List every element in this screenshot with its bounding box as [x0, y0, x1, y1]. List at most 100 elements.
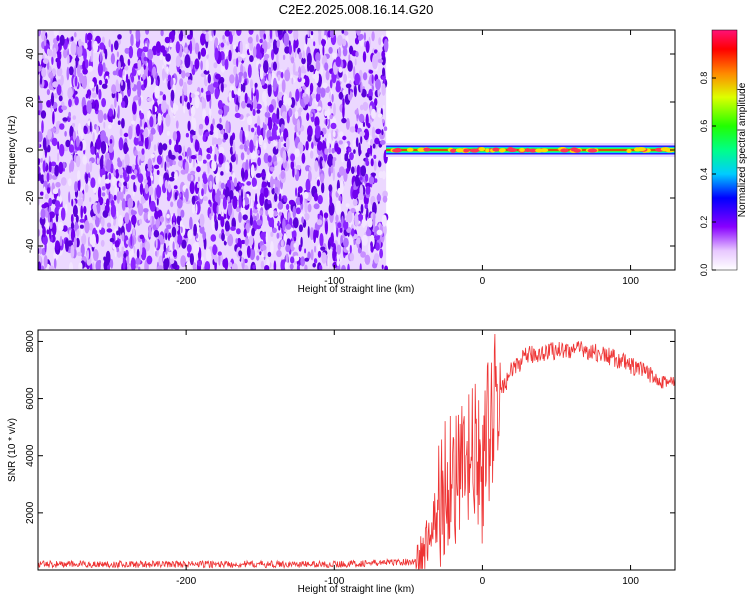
noise-blob	[184, 47, 188, 54]
noise-blob	[328, 147, 332, 154]
noise-blob	[318, 31, 322, 46]
noise-blob	[110, 53, 115, 65]
colorbar-tick-label: 0.4	[699, 168, 709, 181]
noise-blob	[181, 239, 187, 249]
noise-blob	[51, 53, 57, 58]
noise-blob	[104, 71, 110, 76]
noise-blob	[288, 44, 292, 55]
noise-blob	[335, 214, 339, 223]
noise-blob	[85, 93, 89, 99]
noise-blob	[249, 139, 254, 153]
noise-blob	[87, 65, 94, 72]
noise-blob	[205, 31, 209, 42]
noise-blob	[43, 255, 48, 268]
noise-blob	[117, 120, 121, 125]
noise-blob	[215, 73, 221, 80]
noise-blob	[216, 123, 222, 129]
noise-blob	[317, 213, 320, 219]
noise-blob	[131, 120, 135, 125]
noise-blob	[229, 146, 234, 155]
noise-blob	[180, 169, 187, 175]
noise-blob	[69, 125, 74, 139]
noise-blob	[209, 213, 212, 221]
noise-blob	[263, 33, 267, 40]
noise-blob	[150, 175, 154, 181]
noise-blob	[201, 95, 204, 110]
noise-blob	[245, 159, 249, 173]
noise-blob	[353, 85, 357, 98]
colorbar-tick-label: 0.6	[699, 120, 709, 133]
noise-blob	[200, 33, 206, 46]
noise-blob	[202, 173, 207, 180]
noise-blob	[172, 160, 176, 166]
noise-blob	[359, 131, 366, 137]
noise-blob	[362, 122, 366, 127]
x-tick-label: -100	[324, 576, 344, 587]
noise-blob	[81, 75, 88, 90]
noise-blob	[41, 120, 44, 134]
noise-blob	[218, 109, 223, 115]
snr-y-label: SNR (10 * v/v)	[7, 418, 18, 482]
noise-blob	[116, 191, 121, 204]
noise-blob	[50, 92, 55, 107]
noise-blob	[39, 246, 42, 255]
noise-blob	[203, 196, 208, 202]
noise-blob	[354, 109, 359, 115]
noise-blob	[164, 161, 167, 172]
noise-blob	[47, 130, 52, 137]
noise-blob	[284, 69, 291, 82]
noise-blob	[352, 189, 358, 200]
noise-blob	[339, 131, 344, 139]
signal-peak	[499, 148, 506, 153]
noise-blob	[249, 215, 253, 226]
noise-blob	[108, 124, 112, 130]
noise-blob	[268, 116, 273, 131]
noise-blob	[46, 100, 52, 108]
noise-blob	[374, 98, 378, 107]
noise-blob	[337, 222, 342, 229]
noise-blob	[219, 117, 222, 124]
noise-blob	[319, 173, 325, 184]
noise-blob	[370, 138, 374, 146]
noise-blob	[74, 75, 78, 87]
noise-blob	[218, 152, 224, 165]
noise-blob	[342, 104, 345, 119]
noise-blob	[225, 120, 230, 133]
noise-blob	[252, 108, 256, 116]
noise-blob	[197, 183, 200, 189]
noise-blob	[170, 201, 174, 208]
noise-blob	[307, 226, 310, 238]
noise-blob	[220, 81, 224, 93]
noise-blob	[99, 51, 102, 63]
noise-blob	[108, 191, 111, 200]
noise-blob	[384, 265, 388, 270]
y-tick-label: 40	[25, 48, 36, 60]
noise-blob	[333, 243, 336, 253]
noise-blob	[97, 62, 103, 77]
noise-blob	[43, 202, 49, 208]
noise-blob	[197, 154, 203, 162]
noise-blob	[228, 261, 233, 268]
noise-blob	[255, 193, 258, 205]
noise-blob	[135, 257, 141, 265]
noise-blob	[242, 130, 245, 145]
noise-blob	[321, 39, 326, 46]
noise-blob	[187, 173, 192, 182]
noise-blob	[256, 109, 261, 114]
noise-blob	[314, 160, 319, 172]
noise-blob	[374, 137, 380, 145]
noise-blob	[317, 141, 323, 151]
noise-blob	[49, 228, 52, 240]
noise-blob	[302, 50, 305, 59]
noise-blob	[146, 255, 153, 265]
noise-blob	[294, 71, 299, 76]
noise-blob	[361, 88, 367, 98]
noise-blob	[365, 186, 371, 195]
noise-blob	[344, 153, 349, 162]
noise-blob	[152, 104, 156, 118]
noise-blob	[268, 72, 272, 85]
colorbar-label: Normalized spectral amplitude	[737, 82, 748, 217]
noise-blob	[326, 137, 330, 150]
noise-blob	[59, 143, 65, 157]
